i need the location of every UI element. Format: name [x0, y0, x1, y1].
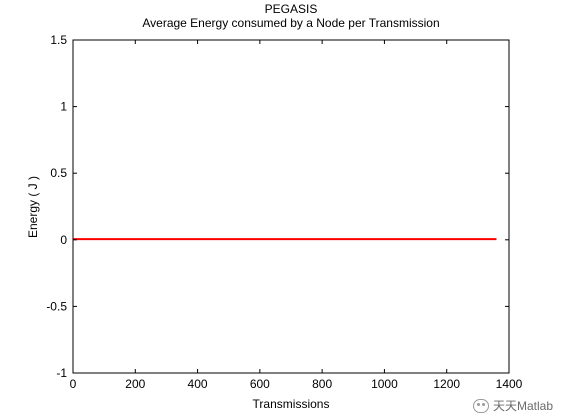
chart-title: PEGASIS — [265, 2, 318, 16]
x-tick-label: 1400 — [496, 377, 523, 391]
y-tick-label: 0.5 — [50, 166, 67, 180]
x-tick-label: 600 — [250, 377, 270, 391]
y-tick-label: 1.5 — [50, 33, 67, 47]
plot-area — [72, 39, 510, 374]
x-tick-label: 1000 — [371, 377, 398, 391]
wechat-icon — [472, 398, 489, 413]
x-tick-label: 800 — [312, 377, 332, 391]
x-axis-label: Transmissions — [253, 397, 330, 411]
y-axis: -1 -0.5 0 0.5 1 1.5 — [46, 33, 509, 380]
x-tick-label: 1200 — [433, 377, 460, 391]
x-tick-label: 0 — [70, 377, 77, 391]
y-tick-label: 1 — [60, 100, 67, 114]
chart-subtitle: Average Energy consumed by a Node per Tr… — [142, 16, 439, 30]
x-tick-label: 400 — [188, 377, 208, 391]
watermark-text: 天天Matlab — [492, 399, 553, 413]
y-tick-label: -0.5 — [46, 299, 67, 313]
x-tick-label: 200 — [125, 377, 145, 391]
y-tick-label: -1 — [56, 366, 67, 380]
y-axis-label: Energy ( J ) — [26, 176, 40, 238]
x-axis: 0 200 400 600 800 1000 1200 1400 — [70, 40, 523, 391]
watermark: 天天Matlab — [472, 397, 553, 414]
y-tick-label: 0 — [60, 233, 67, 247]
